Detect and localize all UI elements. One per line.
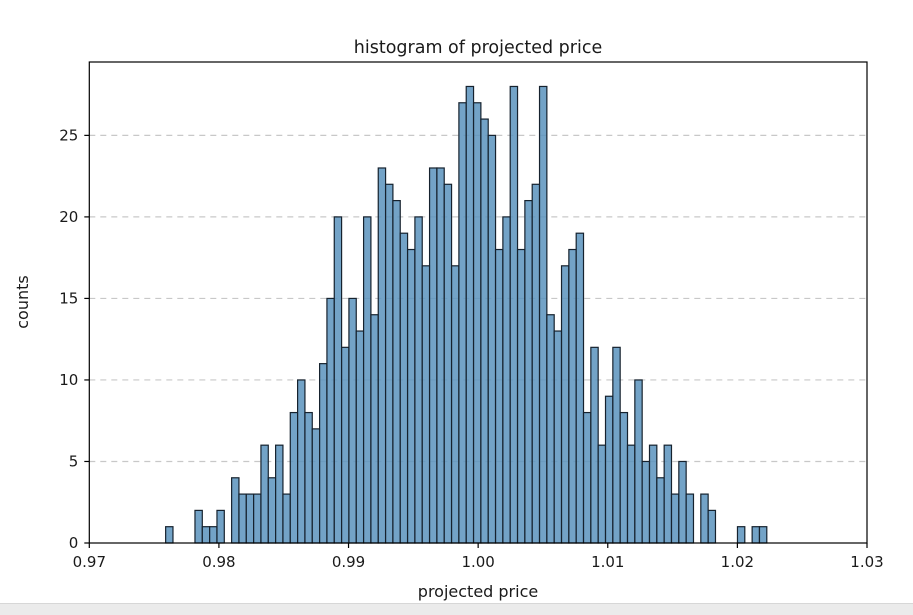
histogram-bar (619, 411, 629, 544)
y-tick-label: 5 (69, 452, 79, 470)
histogram-bar (384, 183, 394, 544)
y-axis-label: counts (13, 275, 32, 328)
histogram-bar (604, 395, 614, 544)
histogram-bar (700, 493, 709, 544)
histogram-bar (392, 199, 401, 544)
y-axis-tick-labels: 0 5 10 15 20 25 (59, 126, 78, 552)
histogram-bar (707, 509, 717, 544)
histogram-bar (326, 297, 335, 544)
x-tick-label: 0.99 (332, 553, 365, 571)
histogram-bar (685, 493, 695, 544)
histogram-bar (428, 167, 438, 544)
histogram-bar (546, 314, 555, 544)
axis-ticks (84, 134, 868, 548)
histogram-bar (641, 460, 651, 544)
histogram-bar (612, 346, 621, 544)
histogram-bar (333, 216, 343, 544)
histogram-bar (297, 379, 306, 544)
histogram-bar (340, 346, 350, 544)
histogram-bar (575, 232, 585, 544)
x-axis-label: projected price (418, 582, 538, 601)
histogram-bar (267, 477, 277, 544)
histogram-bar (201, 526, 211, 544)
histogram-bar (165, 526, 174, 544)
histogram-bar (458, 102, 467, 544)
y-tick-label: 10 (59, 371, 78, 389)
histogram-bar (465, 85, 475, 544)
histogram-bar (304, 411, 313, 544)
histogram-bar (531, 183, 541, 544)
histogram-bar (253, 493, 262, 544)
histogram-bar (758, 526, 768, 544)
histogram-bar (245, 493, 255, 544)
histogram-bar (626, 444, 636, 544)
y-tick-label: 0 (69, 534, 79, 552)
x-tick-label: 0.98 (202, 553, 235, 571)
histogram-bar (238, 493, 247, 544)
histogram-bar (560, 265, 570, 544)
bottom-strip (0, 603, 913, 615)
histogram-bar (736, 526, 746, 544)
histogram-bar (282, 493, 291, 544)
histogram-bar (348, 297, 357, 544)
histogram-bar (494, 248, 504, 544)
plot-border (88, 61, 868, 544)
histogram-bar (399, 232, 409, 544)
histogram-bar (216, 509, 225, 544)
y-tick-label: 20 (59, 208, 78, 226)
histogram-bar (524, 199, 533, 544)
histogram-bar (597, 444, 607, 544)
x-tick-label: 1.02 (721, 553, 754, 571)
histogram-bar (443, 183, 453, 544)
histogram-bar (318, 363, 328, 544)
histogram-bar (538, 85, 548, 544)
x-tick-label: 1.03 (850, 553, 883, 571)
histogram-bar (487, 134, 497, 544)
chart-title: histogram of projected price (354, 38, 602, 58)
histogram-bar (289, 411, 299, 544)
histogram-bar (472, 102, 482, 544)
histogram-bar (450, 265, 460, 544)
histogram-bars (165, 85, 768, 544)
histogram-bar (370, 314, 379, 544)
histogram-bar (275, 444, 284, 544)
histogram-bar (260, 444, 269, 544)
histogram-bar (406, 248, 416, 544)
histogram-bar (509, 85, 519, 544)
histogram-bar (678, 460, 687, 544)
histogram-bar (670, 493, 680, 544)
histogram-bar (362, 216, 372, 544)
histogram-bar (194, 509, 203, 544)
x-tick-label: 1.00 (461, 553, 494, 571)
histogram-bar (355, 330, 365, 544)
histogram-bar (553, 330, 563, 544)
histogram-bar (502, 216, 511, 544)
histogram-bar (414, 216, 423, 544)
histogram-bar (377, 167, 387, 544)
x-axis-tick-labels: 0.97 0.98 0.99 1.00 1.01 1.02 1.03 (73, 553, 884, 571)
histogram-bar (421, 265, 431, 544)
histogram-bar (590, 346, 599, 544)
y-tick-label: 25 (59, 126, 78, 144)
histogram-bar (516, 248, 526, 544)
histogram-bar (648, 444, 658, 544)
histogram-bar (436, 167, 445, 544)
x-tick-label: 1.01 (591, 553, 624, 571)
histogram-bar (663, 444, 673, 544)
histogram-bar (480, 118, 489, 544)
histogram-bar (751, 526, 761, 544)
histogram-bar (568, 248, 577, 544)
histogram-bar (231, 477, 240, 544)
histogram-bar (656, 477, 665, 544)
histogram-bar (582, 411, 592, 544)
y-tick-label: 15 (59, 289, 78, 307)
histogram-bar (209, 526, 218, 544)
histogram-bar (311, 428, 321, 544)
x-tick-label: 0.97 (73, 553, 106, 571)
histogram-bar (634, 379, 643, 544)
